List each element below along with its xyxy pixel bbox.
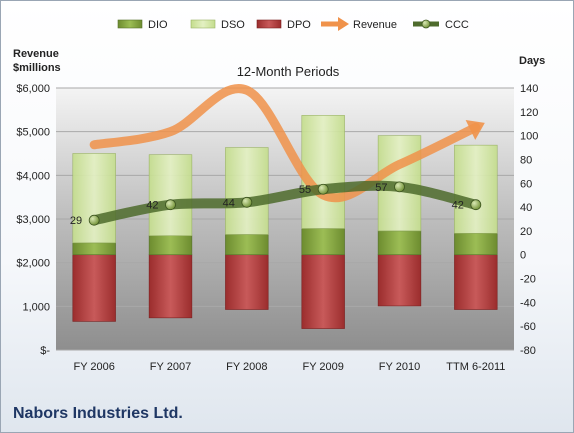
legend-ccc-swatch: [413, 19, 439, 29]
dpo-bar: [225, 254, 269, 310]
ccc-data-label: 42: [452, 200, 464, 212]
left-axis-tick-label: $3,000: [16, 214, 50, 226]
right-axis-tick-label: -40: [520, 297, 536, 309]
right-axis-tick-label: 120: [520, 107, 538, 119]
category-label: FY 2008: [226, 361, 267, 373]
right-axis-title: Days: [519, 55, 545, 67]
ccc-data-label: 55: [299, 184, 311, 196]
dso-bar: [454, 144, 498, 234]
right-axis-tick-label: 80: [520, 154, 532, 166]
category-label: FY 2009: [302, 361, 343, 373]
legend-dso-swatch: [190, 19, 216, 29]
legend: DIO DSO DPO Revenue CCC: [117, 17, 469, 31]
dio-bar: [377, 230, 422, 256]
legend-revenue-label: Revenue: [353, 19, 397, 31]
legend-dso-label: DSO: [221, 19, 245, 31]
legend-dpo-label: DPO: [287, 19, 311, 31]
left-axis-title-line1: Revenue: [13, 48, 59, 60]
dio-bar: [72, 242, 116, 256]
dpo-bar: [148, 254, 193, 319]
right-axis-tick-label: -80: [520, 345, 536, 357]
left-axis-ticks: $- 1,000 $2,000 $3,000 $4,000 $5,000 $6,000: [16, 83, 50, 357]
legend-dpo-swatch: [256, 19, 282, 29]
right-axis-tick-label: 0: [520, 250, 526, 262]
dso-bar: [301, 115, 345, 229]
left-axis-tick-label: $6,000: [16, 83, 50, 95]
dio-bar: [301, 228, 345, 256]
ccc-point: [394, 181, 405, 193]
right-axis-tick-label: 20: [520, 226, 532, 238]
ccc-point: [317, 183, 329, 195]
dio-bar: [225, 234, 269, 256]
left-axis-tick-label: 1,000: [22, 301, 50, 313]
dio-bar: [454, 232, 498, 256]
dpo-bar: [72, 254, 116, 322]
left-axis-tick-label: $4,000: [16, 170, 50, 182]
dso-bar: [72, 153, 116, 244]
ccc-point: [88, 214, 100, 226]
bars: [72, 115, 498, 329]
dpo-bar: [454, 254, 498, 310]
category-label: TTM 6-2011: [446, 361, 505, 373]
ccc-point: [470, 199, 482, 211]
ccc-line: [89, 180, 481, 226]
category-label: FY 2010: [379, 361, 420, 373]
right-axis-tick-label: 40: [520, 202, 532, 214]
category-axis-labels: FY 2006 FY 2007 FY 2008 FY 2009 FY 2010 TTM 6…: [73, 361, 505, 373]
dso-bar: [225, 147, 269, 235]
right-axis-tick-label: -20: [520, 274, 536, 286]
category-label: FY 2007: [150, 361, 191, 373]
dio-bar: [148, 235, 193, 256]
ccc-data-label: 29: [70, 215, 82, 227]
chart-subtitle: 12-Month Periods: [237, 64, 340, 79]
left-axis-tick-label: $5,000: [16, 127, 50, 139]
company-title: Nabors Industries Ltd.: [13, 405, 183, 422]
left-axis-title-line2: $millions: [13, 62, 61, 74]
revenue-line: [89, 84, 481, 203]
dpo-bar: [377, 254, 422, 307]
dso-bar: [148, 154, 193, 236]
lines: 29 42 44 55 57 42: [70, 84, 485, 227]
ccc-point: [241, 196, 253, 208]
right-axis-tick-label: 60: [520, 178, 532, 190]
ccc-data-label: 57: [375, 182, 387, 194]
ccc-data-label: 42: [146, 200, 158, 212]
ccc-data-label: 44: [223, 197, 235, 209]
right-axis-tick-label: -60: [520, 321, 536, 333]
right-axis-tick-label: 140: [520, 83, 538, 95]
legend-revenue-swatch: [321, 17, 349, 31]
ccc-point: [165, 199, 176, 211]
category-label: FY 2006: [73, 361, 114, 373]
left-axis-tick-label: $2,000: [16, 258, 50, 270]
right-axis-ticks: -80 -60 -40 -20 0 20 40 60 80 100 120 140: [520, 83, 538, 357]
revenue-arrowhead: [465, 120, 485, 140]
dpo-bar: [301, 254, 345, 329]
legend-dio-swatch: [117, 19, 143, 29]
gridlines: [56, 87, 514, 351]
legend-dio-label: DIO: [148, 19, 168, 31]
right-axis-tick-label: 100: [520, 131, 538, 143]
left-axis-tick-label: $-: [40, 345, 50, 357]
legend-ccc-label: CCC: [445, 19, 469, 31]
